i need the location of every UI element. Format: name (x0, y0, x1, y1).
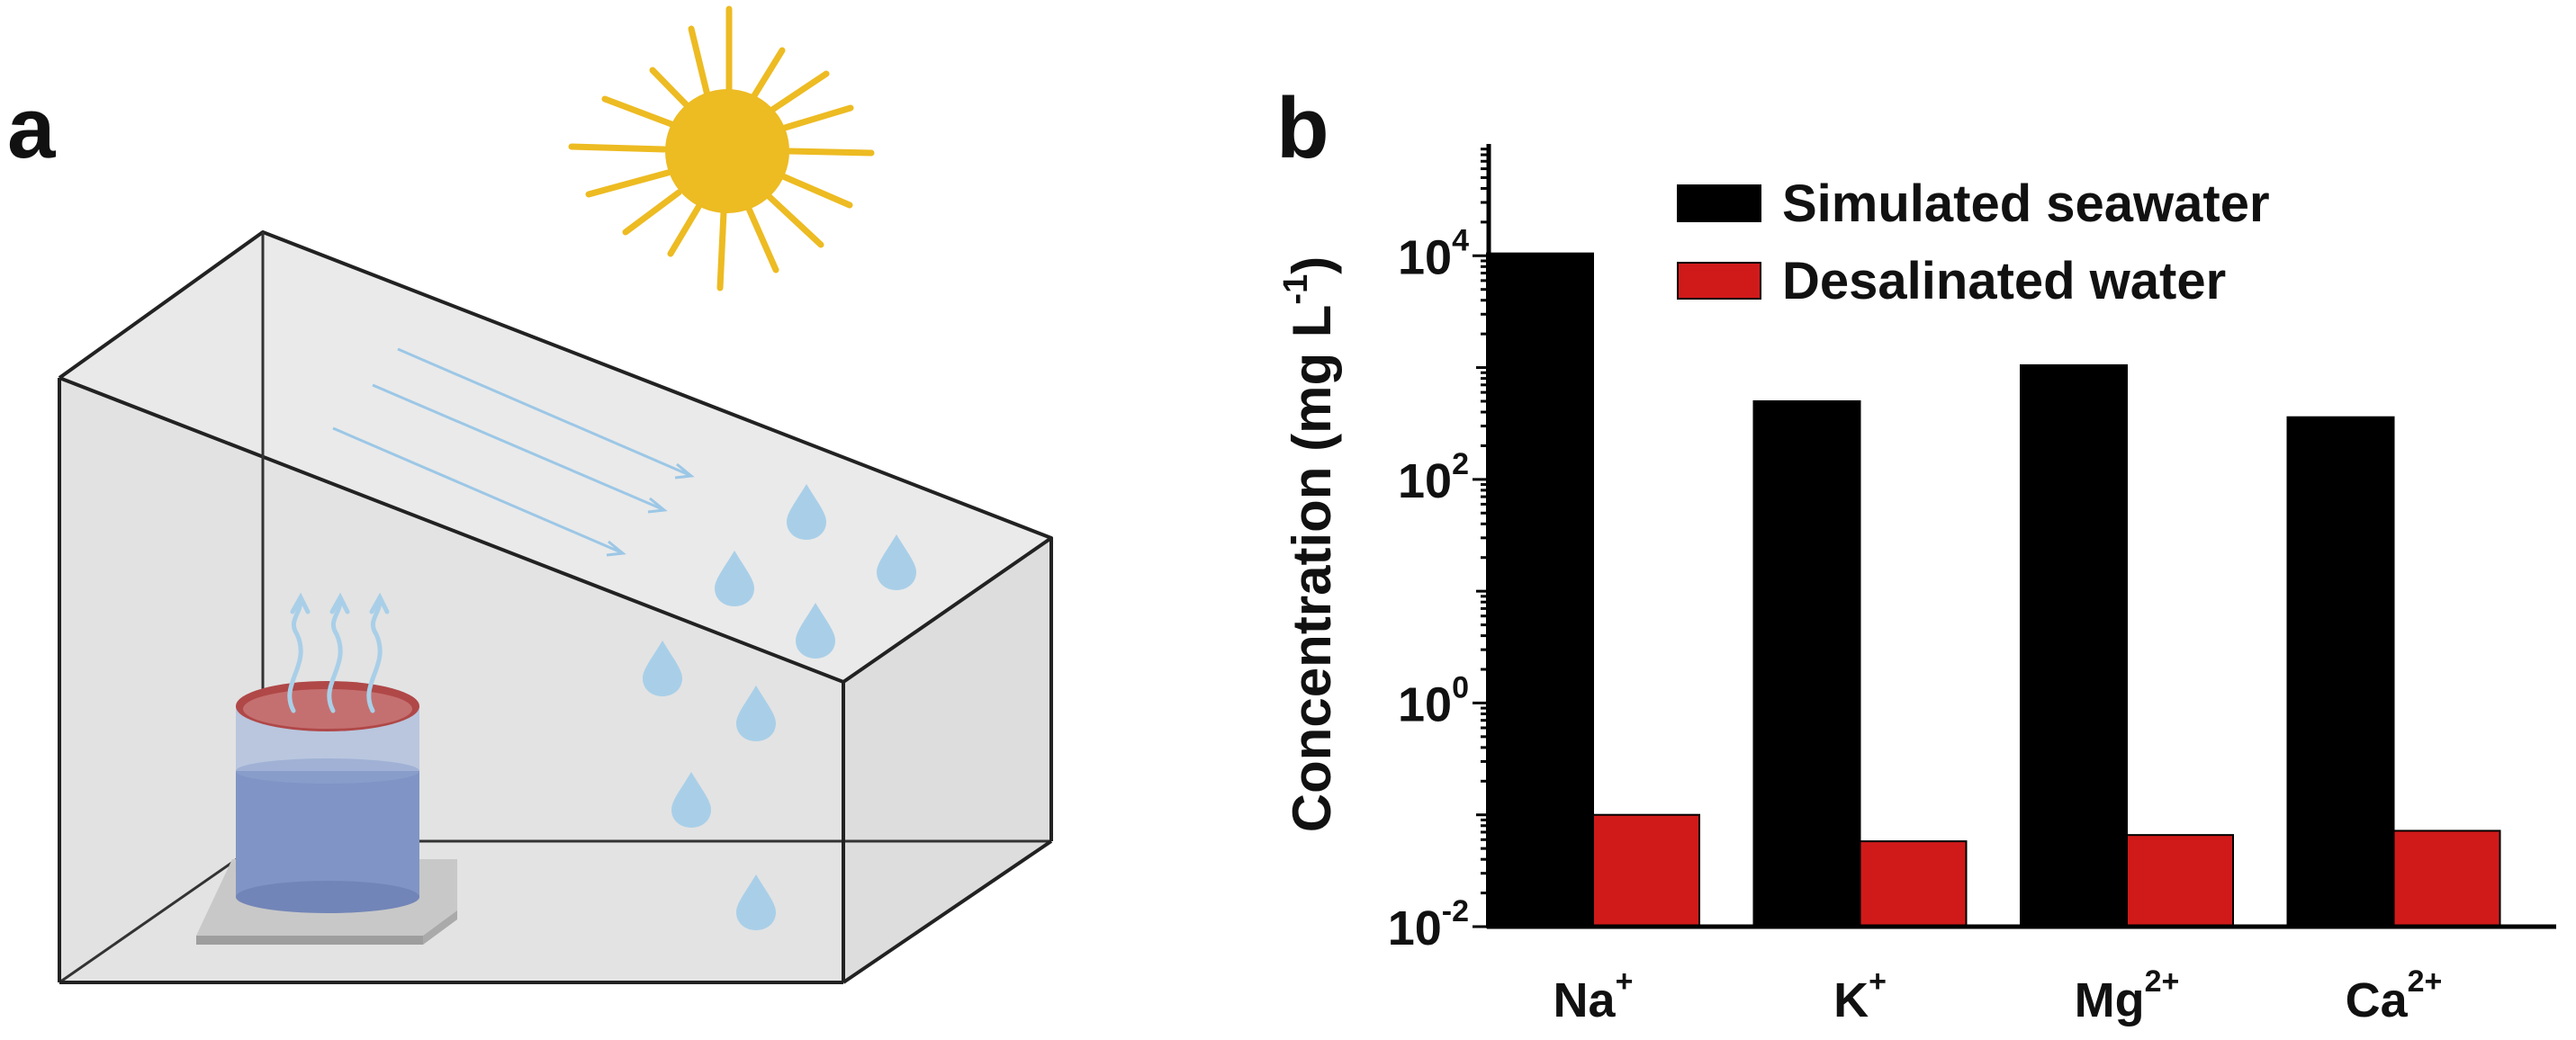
panel-a-label: a (7, 80, 56, 176)
bar-desalinated (2392, 829, 2501, 928)
y-tick-exponent: 0 (1452, 670, 1469, 704)
x-tick-charge: 2+ (2408, 964, 2443, 999)
solar-still-illustration (58, 5, 1053, 984)
bar-desalinated (1592, 813, 1700, 928)
legend-swatch (1677, 184, 1761, 222)
bar-seawater (2286, 416, 2395, 928)
legend-label: Desalinated water (1782, 252, 2226, 310)
x-tick-charge: + (1869, 964, 1887, 999)
y-axis-title-sup: -1 (1277, 274, 1315, 305)
bar-seawater (1752, 399, 1861, 928)
y-tick-label: 100 (1398, 670, 1469, 731)
y-tick-label: 102 (1398, 447, 1469, 508)
y-tick-exponent: -2 (1442, 894, 1469, 928)
bar-seawater (2020, 363, 2128, 928)
vapor-arrow-icon (287, 592, 390, 713)
y-axis-title-main: Concentration (mg L (1282, 305, 1342, 833)
x-tick-label: Na+ (1554, 964, 1634, 1027)
y-tick-base: 10 (1398, 677, 1452, 731)
x-tick-charge: 2+ (2145, 964, 2180, 999)
x-tick-base: Ca (2346, 973, 2409, 1027)
y-tick-label: 104 (1398, 223, 1469, 284)
sun-icon (568, 5, 875, 291)
light-ray-arrow (332, 347, 695, 557)
water-beaker (236, 681, 419, 913)
x-tick-label: K+ (1833, 964, 1887, 1027)
legend-label: Simulated seawater (1782, 175, 2270, 233)
y-tick-exponent: 4 (1452, 223, 1469, 257)
x-tick-charge: + (1616, 964, 1634, 999)
x-tick-base: K (1833, 973, 1869, 1027)
x-tick-base: Mg (2075, 973, 2145, 1027)
y-tick-base: 10 (1398, 230, 1452, 284)
y-axis-title: Concentration (mg L-1) (1277, 256, 1342, 832)
legend-swatch (1677, 262, 1761, 300)
y-tick-base: 10 (1388, 901, 1442, 955)
y-axis-title-close: ) (1282, 256, 1342, 274)
y-tick-base: 10 (1398, 454, 1452, 508)
y-tick-label: 10-2 (1388, 894, 1469, 955)
bar-seawater (1486, 252, 1594, 928)
bar-desalinated (1859, 840, 1968, 928)
bar-desalinated (2126, 834, 2234, 928)
y-tick-exponent: 2 (1452, 447, 1469, 481)
x-tick-label: Mg2+ (2075, 964, 2180, 1027)
panel-b-label: b (1276, 80, 1329, 176)
x-tick-label: Ca2+ (2346, 964, 2443, 1027)
x-tick-base: Na (1554, 973, 1617, 1027)
water-droplet-icon (643, 484, 916, 930)
container-box (58, 230, 1053, 984)
